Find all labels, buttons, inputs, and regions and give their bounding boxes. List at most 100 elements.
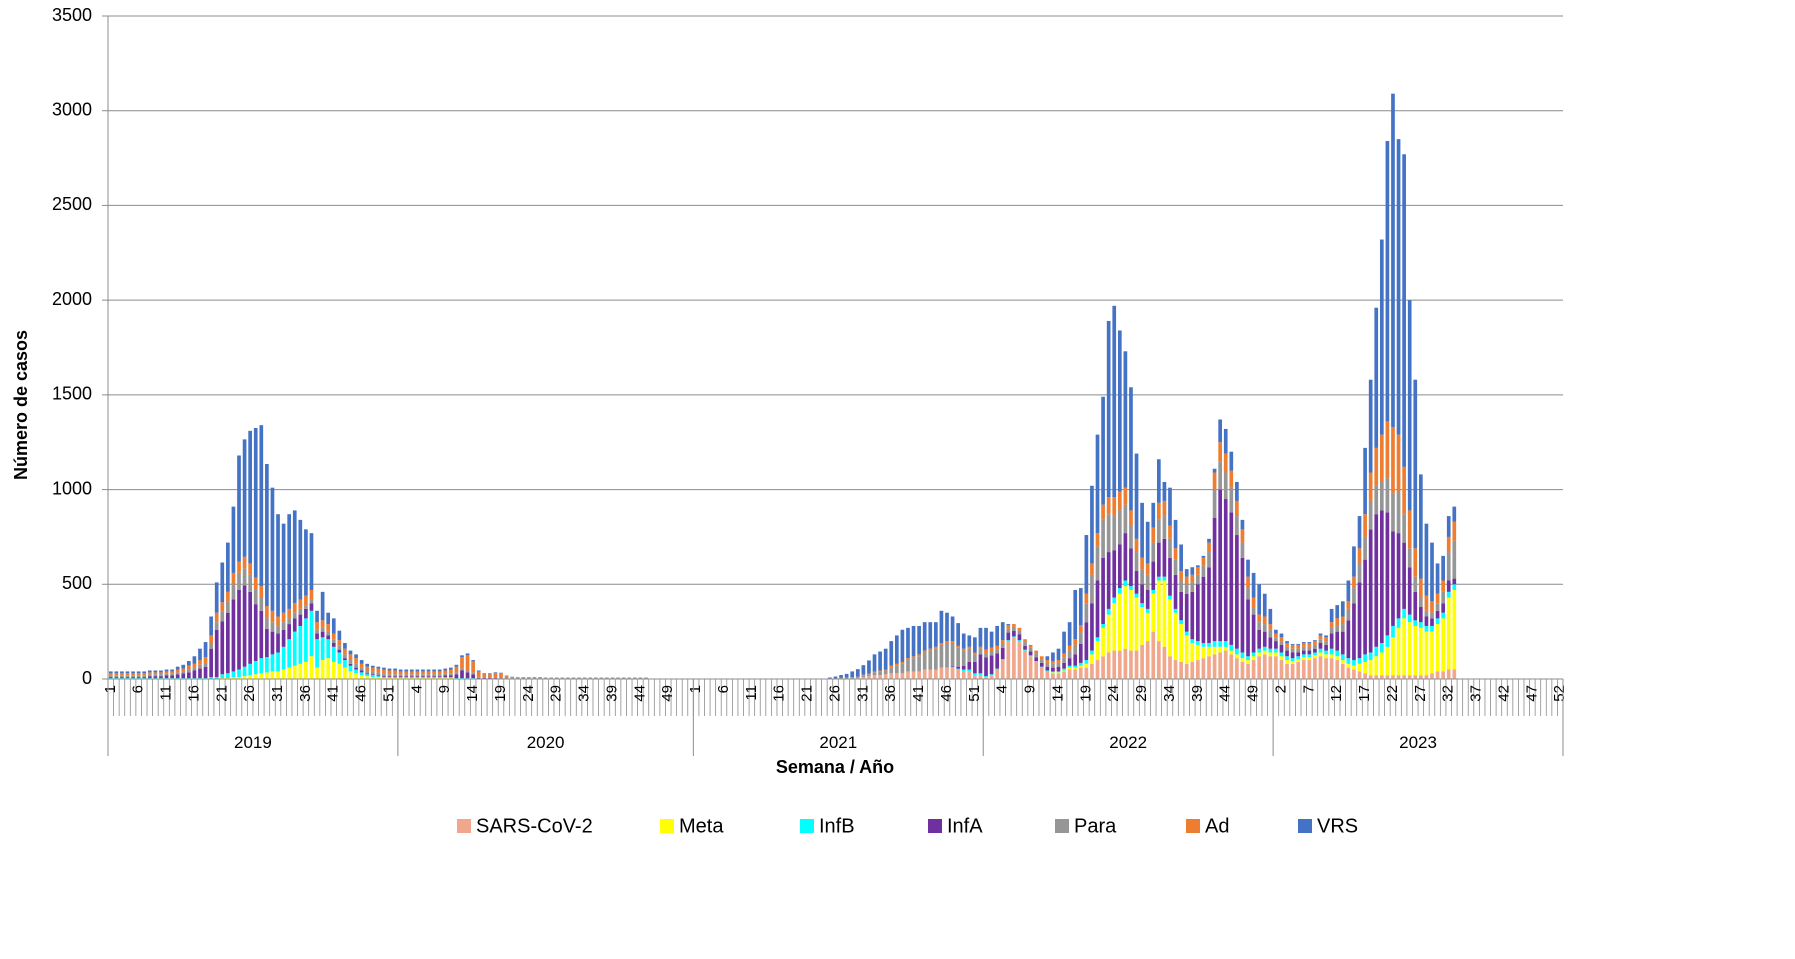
bar-segment xyxy=(945,643,949,668)
bar-segment xyxy=(878,670,882,672)
bar-segment xyxy=(1257,584,1262,615)
bar-segment xyxy=(1112,650,1117,679)
bar-segment xyxy=(337,640,342,646)
bar-segment xyxy=(365,674,370,677)
bar-segment xyxy=(867,673,871,675)
bar-segment xyxy=(1012,636,1016,638)
x-tick-label: 26 xyxy=(241,685,258,702)
y-tick-label: 500 xyxy=(62,573,92,593)
legend-label: SARS-CoV-2 xyxy=(476,815,593,837)
bar-segment xyxy=(1196,567,1200,575)
x-axis-title: Semana / Año xyxy=(776,757,894,777)
bar-segment xyxy=(354,669,358,674)
bar-segment xyxy=(398,671,403,675)
bar-segment xyxy=(231,671,236,678)
bar-segment xyxy=(1145,608,1150,613)
bar-segment xyxy=(1335,631,1340,651)
bar-segment xyxy=(1257,614,1262,623)
bar-segment xyxy=(1430,612,1434,619)
bar-segment xyxy=(1257,622,1262,630)
bar-segment xyxy=(973,661,977,674)
bar-segment xyxy=(292,603,297,613)
bar-segment xyxy=(1279,637,1284,642)
bar-segment xyxy=(1106,652,1111,679)
bar-segment xyxy=(209,635,213,644)
bar-segment xyxy=(192,670,197,679)
bar-segment xyxy=(1340,660,1345,664)
bar-segment xyxy=(315,622,319,630)
bar-segment xyxy=(1168,557,1172,596)
bar-segment xyxy=(142,673,147,676)
bar-segment xyxy=(1396,627,1401,676)
bar-segment xyxy=(1407,614,1412,623)
bar-segment xyxy=(421,677,425,679)
bar-segment xyxy=(1246,660,1250,664)
bar-segment xyxy=(237,589,241,670)
bar-segment xyxy=(1296,643,1301,645)
bar-segment xyxy=(1452,578,1457,585)
x-tick-label: 26 xyxy=(826,685,843,702)
bar-segment xyxy=(1340,601,1345,617)
bar-segment xyxy=(426,676,431,678)
bar-segment xyxy=(1117,491,1122,511)
bar-segment xyxy=(354,667,358,670)
legend-label: VRS xyxy=(1317,815,1358,837)
bar-segment xyxy=(281,629,286,647)
bar-segment xyxy=(1357,516,1362,549)
bar-segment xyxy=(1028,651,1033,656)
bar-segment xyxy=(1379,510,1384,644)
bar-segment xyxy=(292,618,297,632)
bar-segment xyxy=(1313,655,1317,659)
bar-segment xyxy=(867,676,871,679)
bar-segment xyxy=(265,628,269,658)
bar-segment xyxy=(1117,650,1122,679)
bar-segment xyxy=(415,677,420,679)
bar-segment xyxy=(1101,557,1105,625)
bar-segment xyxy=(209,616,213,636)
bar-segment xyxy=(237,677,241,679)
bar-segment xyxy=(1229,644,1234,651)
bar-segment xyxy=(1156,459,1161,503)
bar-segment xyxy=(1379,643,1384,653)
bar-segment xyxy=(967,661,972,670)
bar-segment xyxy=(911,671,916,679)
bar-segment xyxy=(186,665,191,670)
bar-segment xyxy=(521,677,526,679)
bar-segment xyxy=(1179,620,1183,625)
bar-segment xyxy=(1090,603,1094,651)
bar-segment xyxy=(1290,661,1295,664)
bar-segment xyxy=(1368,660,1373,676)
bar-segment xyxy=(298,599,303,609)
bar-segment xyxy=(1301,660,1306,679)
bar-segment xyxy=(198,648,202,661)
bar-segment xyxy=(370,674,375,676)
bar-segment xyxy=(259,597,264,611)
bar-segment xyxy=(460,668,464,671)
bar-segment xyxy=(476,671,481,678)
bar-segment xyxy=(488,677,492,679)
x-tick-label: 21 xyxy=(799,685,816,702)
bar-segment xyxy=(1363,654,1367,662)
bar-segment xyxy=(1062,670,1066,672)
bar-segment xyxy=(1346,663,1351,668)
bar-segment xyxy=(1363,536,1367,560)
bar-segment xyxy=(532,677,537,679)
bar-segment xyxy=(844,678,849,679)
bar-segment xyxy=(1062,653,1066,658)
bar-segment xyxy=(1374,675,1379,679)
bar-segment xyxy=(1268,648,1273,653)
bar-segment xyxy=(309,656,314,679)
bar-segment xyxy=(175,674,180,679)
bar-segment xyxy=(1435,624,1440,672)
bar-segment xyxy=(114,671,119,674)
bar-segment xyxy=(1446,597,1451,670)
bar-segment xyxy=(1290,648,1295,653)
bar-segment xyxy=(1391,93,1395,428)
bar-segment xyxy=(153,676,158,679)
bar-segment xyxy=(995,645,1000,650)
x-tick-label: 39 xyxy=(1189,685,1206,702)
bar-segment xyxy=(1335,650,1340,657)
bar-segment xyxy=(945,612,949,642)
bar-segment xyxy=(560,677,565,679)
bar-segment xyxy=(1223,641,1228,647)
